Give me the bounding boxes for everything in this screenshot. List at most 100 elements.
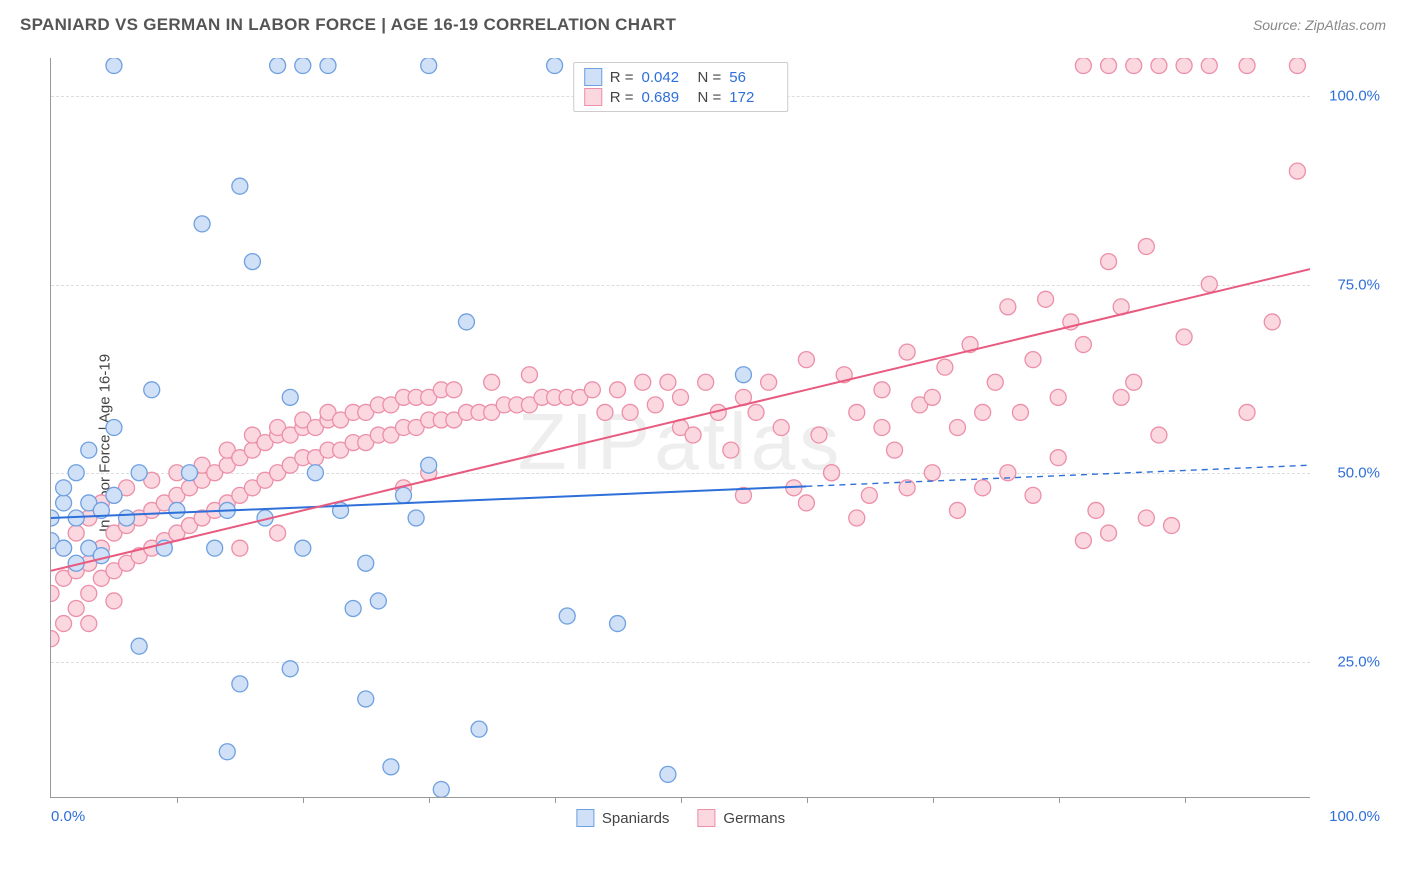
data-point-germans xyxy=(1012,404,1028,420)
data-point-germans xyxy=(924,389,940,405)
n-label: N = xyxy=(698,69,722,86)
data-point-spaniards xyxy=(131,465,147,481)
data-point-germans xyxy=(1201,276,1217,292)
data-point-spaniards xyxy=(358,691,374,707)
data-point-germans xyxy=(798,352,814,368)
data-point-spaniards xyxy=(232,676,248,692)
y-tick-label: 100.0% xyxy=(1320,87,1380,104)
data-point-spaniards xyxy=(106,420,122,436)
data-point-germans xyxy=(1050,389,1066,405)
data-point-germans xyxy=(1239,404,1255,420)
data-point-germans xyxy=(1101,525,1117,541)
data-point-germans xyxy=(584,382,600,398)
data-point-spaniards xyxy=(320,58,336,74)
data-point-germans xyxy=(1025,487,1041,503)
data-point-germans xyxy=(874,382,890,398)
data-point-germans xyxy=(949,502,965,518)
legend-item-spaniards: Spaniards xyxy=(576,809,670,827)
swatch-germans xyxy=(584,88,602,106)
data-point-germans xyxy=(874,420,890,436)
data-point-germans xyxy=(647,397,663,413)
data-point-germans xyxy=(975,404,991,420)
data-point-germans xyxy=(1025,352,1041,368)
data-point-spaniards xyxy=(56,495,72,511)
data-point-germans xyxy=(1151,58,1167,74)
data-point-germans xyxy=(1289,163,1305,179)
data-point-germans xyxy=(748,404,764,420)
data-point-germans xyxy=(773,420,789,436)
data-point-germans xyxy=(1113,389,1129,405)
data-point-spaniards xyxy=(219,744,235,760)
x-tick xyxy=(555,797,556,803)
data-point-spaniards xyxy=(119,510,135,526)
data-point-spaniards xyxy=(282,661,298,677)
data-point-germans xyxy=(1000,299,1016,315)
data-point-spaniards xyxy=(144,382,160,398)
x-tick xyxy=(807,797,808,803)
data-point-germans xyxy=(106,593,122,609)
y-tick-label: 75.0% xyxy=(1320,276,1380,293)
data-point-spaniards xyxy=(358,555,374,571)
data-point-spaniards xyxy=(307,465,323,481)
data-point-germans xyxy=(899,344,915,360)
data-point-spaniards xyxy=(131,638,147,654)
data-point-spaniards xyxy=(610,616,626,632)
data-point-spaniards xyxy=(232,178,248,194)
data-point-germans xyxy=(1201,58,1217,74)
r-label: R = xyxy=(610,89,634,106)
legend-item-germans: Germans xyxy=(697,809,785,827)
data-point-germans xyxy=(270,525,286,541)
x-tick xyxy=(1185,797,1186,803)
data-point-germans xyxy=(673,389,689,405)
data-point-spaniards xyxy=(194,216,210,232)
y-tick-label: 50.0% xyxy=(1320,465,1380,482)
data-point-germans xyxy=(1138,510,1154,526)
x-tick xyxy=(681,797,682,803)
data-point-spaniards xyxy=(383,759,399,775)
data-point-germans xyxy=(1164,518,1180,534)
data-point-germans xyxy=(622,404,638,420)
data-point-germans xyxy=(949,420,965,436)
data-point-germans xyxy=(1075,58,1091,74)
data-point-spaniards xyxy=(547,58,563,74)
data-point-germans xyxy=(824,465,840,481)
data-point-germans xyxy=(1289,58,1305,74)
trend-line-ext-germans xyxy=(806,269,1310,390)
r-value-germans: 0.689 xyxy=(642,89,690,106)
data-point-germans xyxy=(610,382,626,398)
x-tick xyxy=(429,797,430,803)
data-point-germans xyxy=(484,374,500,390)
data-point-spaniards xyxy=(56,540,72,556)
data-point-germans xyxy=(81,585,97,601)
data-point-germans xyxy=(521,367,537,383)
data-point-germans xyxy=(761,374,777,390)
plot-area: ZIPatlas R = 0.042 N = 56 R = 0.689 N = … xyxy=(50,58,1310,798)
data-point-germans xyxy=(1101,254,1117,270)
legend-row-germans: R = 0.689 N = 172 xyxy=(584,87,778,107)
data-point-germans xyxy=(1088,502,1104,518)
data-point-spaniards xyxy=(106,58,122,74)
data-point-spaniards xyxy=(68,465,84,481)
data-point-spaniards xyxy=(282,389,298,405)
data-point-germans xyxy=(81,616,97,632)
r-label: R = xyxy=(610,69,634,86)
data-point-spaniards xyxy=(56,480,72,496)
data-point-spaniards xyxy=(660,766,676,782)
source-label: Source: ZipAtlas.com xyxy=(1253,17,1386,33)
data-point-spaniards xyxy=(295,58,311,74)
data-point-germans xyxy=(924,465,940,481)
data-point-spaniards xyxy=(270,58,286,74)
data-point-germans xyxy=(56,616,72,632)
data-point-germans xyxy=(685,427,701,443)
data-point-germans xyxy=(887,442,903,458)
data-point-germans xyxy=(937,359,953,375)
legend-label-spaniards: Spaniards xyxy=(602,810,670,827)
data-point-spaniards xyxy=(345,600,361,616)
data-point-germans xyxy=(698,374,714,390)
data-point-germans xyxy=(1038,291,1054,307)
x-tick xyxy=(933,797,934,803)
data-point-germans xyxy=(1176,58,1192,74)
data-point-spaniards xyxy=(106,487,122,503)
x-tick xyxy=(177,797,178,803)
data-point-spaniards xyxy=(181,465,197,481)
